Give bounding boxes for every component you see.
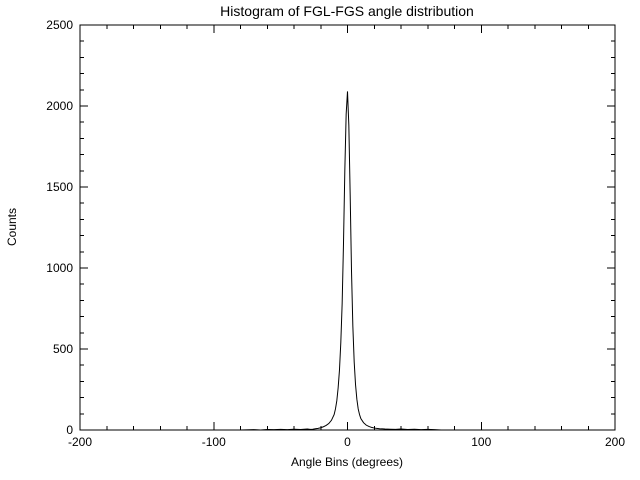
x-tick-label: 100 xyxy=(471,435,491,449)
y-tick-label: 2000 xyxy=(46,99,73,113)
x-tick-label: 200 xyxy=(605,435,625,449)
plot-frame xyxy=(79,24,616,431)
y-tick-label: 1000 xyxy=(46,261,73,275)
y-axis-label: Counts xyxy=(5,208,19,246)
chart-title: Histogram of FGL-FGS angle distribution xyxy=(220,3,474,19)
x-tick-label: -100 xyxy=(202,435,226,449)
plot-axes xyxy=(79,24,616,431)
y-tick-label: 500 xyxy=(53,342,73,356)
x-tick-label: -200 xyxy=(68,435,92,449)
y-tick-label: 2500 xyxy=(46,18,73,32)
y-tick-label: 0 xyxy=(66,423,73,437)
y-tick-label: 1500 xyxy=(46,180,73,194)
x-tick-label: 0 xyxy=(344,435,351,449)
x-axis-label: Angle Bins (degrees) xyxy=(291,455,403,469)
histogram-line xyxy=(80,91,615,431)
